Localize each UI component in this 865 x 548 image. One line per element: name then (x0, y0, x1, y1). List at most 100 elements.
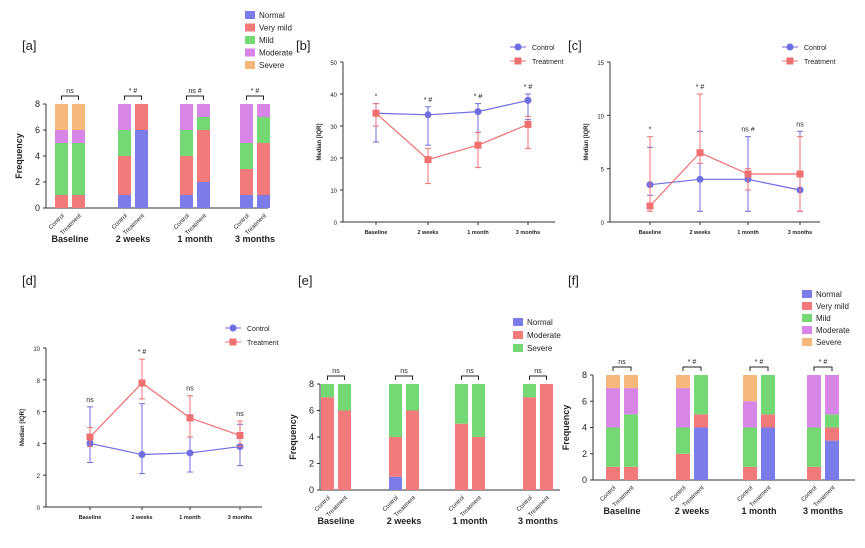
chart-panel-e: [e]02468FrequencyControlTreatmentBaselin… (288, 273, 561, 526)
series-line (375, 99, 529, 116)
bar-segment (197, 104, 210, 117)
data-point (696, 175, 704, 183)
bar-segment (455, 384, 468, 424)
chart-panel-c: [c] 0 5 10 15 Median [IQR] Baseline 2 weeks 1 mo… (568, 38, 836, 236)
legend-label: Very mild (259, 24, 292, 33)
data-point (236, 431, 244, 439)
bar-segment (761, 414, 775, 428)
legend-label: Normal (527, 318, 553, 327)
legend-label: Severe (259, 61, 285, 70)
significance-label: * # (251, 88, 260, 95)
panel-tag: [e] (298, 273, 312, 288)
y-tick-label: 6 (37, 411, 41, 417)
y-axis-label: Frequency (288, 414, 298, 460)
bar-segment (55, 104, 68, 130)
bar-segment (523, 384, 536, 398)
data-point (474, 141, 482, 149)
group-label: Baseline (603, 506, 640, 516)
significance-label: * # (755, 359, 764, 366)
significance-label: ns # (741, 127, 754, 134)
y-tick-label: 0 (35, 203, 40, 213)
y-tick-label: 0 (582, 475, 587, 485)
bar-segment (257, 195, 270, 208)
series-line (649, 178, 801, 191)
y-tick-label: 6 (582, 396, 587, 406)
significance-label: ns (618, 359, 626, 366)
bar-segment (257, 143, 270, 195)
legend-swatch (802, 290, 812, 298)
legend-marker (786, 57, 794, 65)
bar-segment (743, 401, 757, 428)
bar-segment (197, 182, 210, 208)
data-point (186, 414, 194, 422)
bar-segment (257, 117, 270, 143)
bar-segment (338, 410, 351, 490)
x-tick-label: Baseline (639, 230, 662, 236)
legend-label: Treatment (804, 59, 836, 66)
data-point (86, 433, 94, 441)
legend-label: Normal (816, 290, 842, 299)
y-tick-label: 4 (35, 151, 40, 161)
legend-label: Control (532, 45, 555, 52)
y-tick-label: 4 (582, 423, 587, 433)
bar-segment (606, 427, 620, 467)
bar-segment (807, 427, 821, 467)
significance-label: * # (424, 97, 433, 104)
group-label: 3 months (518, 516, 558, 526)
x-tick-label: 1 month (467, 230, 489, 236)
y-tick-label: 2 (37, 474, 41, 480)
bar-segment (472, 437, 485, 490)
bar-segment (389, 384, 402, 437)
significance-bracket (327, 375, 345, 380)
chart-panel-b: [b] 0 10 20 30 40 50 Median [IQR] Baseline 2 week… (296, 38, 564, 236)
significance-label: ns (796, 121, 804, 128)
x-tick-label: 3 months (788, 230, 812, 236)
y-axis-label: Median [IQR] (584, 123, 590, 160)
legend-label: Control (804, 45, 827, 52)
bar-segment (406, 384, 419, 411)
bar-segment (694, 375, 708, 415)
significance-label: ns (66, 88, 74, 95)
y-tick-label: 0 (309, 485, 314, 495)
significance-label: * # (696, 84, 705, 91)
y-tick-label: 6 (35, 125, 40, 135)
significance-bracket (461, 375, 479, 380)
group-label: 1 month (453, 516, 488, 526)
y-axis-label: Median [IQR] (20, 409, 26, 446)
significance-label: * # (524, 84, 533, 91)
bar-segment (676, 453, 690, 480)
panel-tag: [b] (296, 38, 310, 53)
legend-label: Moderate (259, 49, 293, 58)
bar-segment (761, 375, 775, 415)
bar-segment (694, 414, 708, 428)
y-tick-label: 4 (309, 432, 314, 442)
data-point (424, 111, 432, 119)
legend-label: Mild (816, 314, 831, 323)
bar-segment (743, 466, 757, 480)
series-line (375, 112, 529, 161)
bar-segment (240, 143, 253, 169)
significance-bracket (612, 366, 632, 371)
bar-segment (455, 423, 468, 490)
y-axis-label: Median [IQR] (317, 123, 323, 160)
panel-tag: [f] (568, 273, 579, 288)
data-point (524, 120, 532, 128)
x-tick-label: 2 weeks (689, 230, 710, 236)
bar-segment (72, 104, 85, 130)
series-line (649, 151, 800, 207)
significance-bracket (682, 366, 702, 371)
legend-marker (229, 338, 237, 346)
data-point (796, 170, 804, 178)
x-tick-label: 2 weeks (131, 515, 152, 521)
bar-segment (55, 143, 68, 195)
bar-segment (606, 375, 620, 389)
bar-segment (825, 375, 839, 415)
bar-segment (240, 169, 253, 195)
significance-label: * # (688, 359, 697, 366)
bar-segment (606, 466, 620, 480)
group-label: 2 weeks (675, 506, 710, 516)
significance-bracket (749, 366, 769, 371)
bar-segment (825, 427, 839, 441)
data-point (474, 108, 482, 116)
